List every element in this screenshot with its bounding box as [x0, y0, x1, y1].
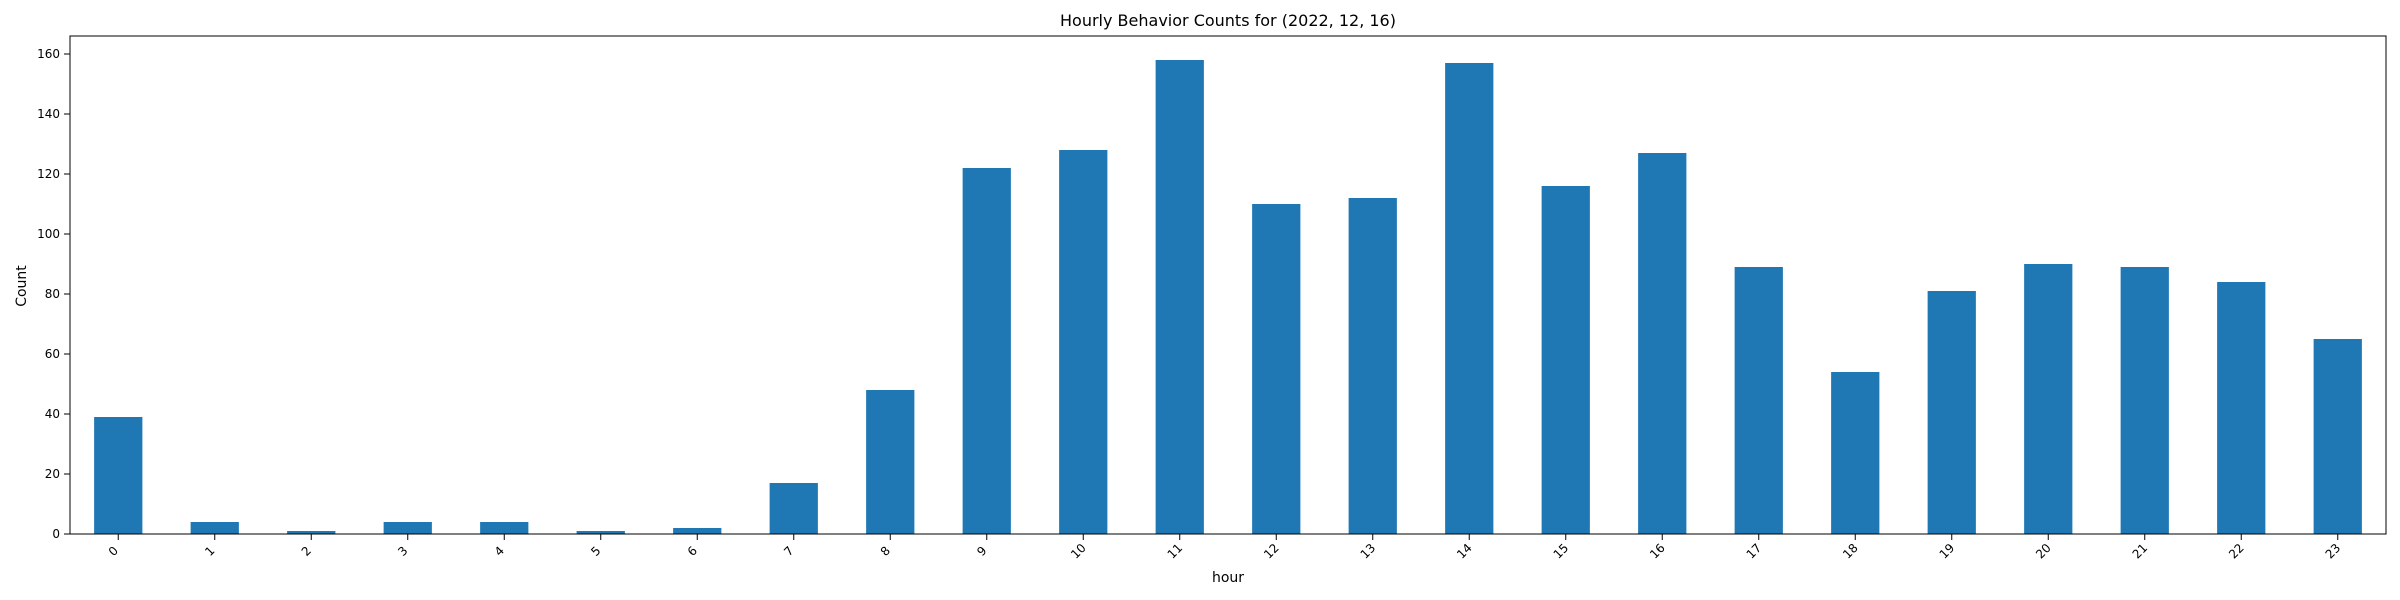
y-tick-label: 40: [45, 407, 60, 421]
x-tick-label: 12: [1261, 541, 1282, 562]
chart-title: Hourly Behavior Counts for (2022, 12, 16…: [1060, 11, 1396, 30]
bar-hour-3: [383, 522, 432, 534]
x-tick-label: 14: [1454, 541, 1475, 562]
y-tick-label: 80: [45, 287, 60, 301]
x-tick-label: 15: [1551, 541, 1572, 562]
x-tick-label: 8: [878, 544, 893, 559]
bar-hour-11: [1155, 60, 1204, 534]
x-tick-label: 13: [1358, 541, 1379, 562]
bar-hour-23: [2313, 339, 2362, 534]
bar-hour-7: [769, 483, 818, 534]
bar-hour-19: [1927, 291, 1976, 534]
x-tick-label: 7: [781, 544, 796, 559]
x-tick-label: 16: [1647, 541, 1668, 562]
x-tick-label: 0: [106, 544, 121, 559]
bar-hour-16: [1638, 153, 1687, 534]
x-tick-label: 22: [2226, 541, 2247, 562]
x-tick-label: 5: [588, 544, 603, 559]
x-tick-label: 9: [974, 544, 989, 559]
y-tick-label: 100: [37, 227, 60, 241]
x-tick-label: 17: [1744, 541, 1765, 562]
y-tick-label: 20: [45, 467, 60, 481]
bar-hour-0: [94, 417, 143, 534]
bar-hour-20: [2024, 264, 2073, 534]
bar-hour-17: [1734, 267, 1783, 534]
x-ticks-group: 0 1 2 3 4 5 6 7 8 9 10 11 12 13 14 15 16 17 18 19 20 21 22 23: [106, 534, 2344, 562]
x-tick-label: 11: [1165, 541, 1186, 562]
bars-group: [94, 60, 2362, 534]
x-tick-label: 20: [2033, 541, 2054, 562]
bar-hour-22: [2217, 282, 2266, 534]
x-tick-label: 18: [1840, 541, 1861, 562]
y-tick-label: 140: [37, 107, 60, 121]
bar-hour-18: [1831, 372, 1880, 534]
x-tick-label: 23: [2323, 541, 2344, 562]
bar-hour-10: [1059, 150, 1108, 534]
bar-hour-21: [2120, 267, 2169, 534]
bar-hour-6: [673, 528, 722, 534]
y-tick-label: 120: [37, 167, 60, 181]
bar-hour-13: [1348, 198, 1397, 534]
x-tick-label: 21: [2130, 541, 2151, 562]
bar-hour-9: [962, 168, 1011, 534]
bar-hour-1: [190, 522, 239, 534]
x-tick-label: 19: [1937, 541, 1958, 562]
x-tick-label: 10: [1068, 541, 1089, 562]
x-tick-label: 2: [299, 544, 314, 559]
y-ticks-group: 0 20 40 60 80 100 120 140 160: [37, 47, 70, 541]
bar-hour-2: [287, 531, 336, 534]
x-tick-label: 4: [492, 544, 507, 559]
y-axis-label: Count: [14, 265, 30, 307]
x-tick-label: 6: [685, 544, 700, 559]
bar-hour-5: [576, 531, 625, 534]
y-tick-label: 0: [52, 527, 60, 541]
x-tick-label: 3: [395, 544, 410, 559]
bar-hour-15: [1541, 186, 1590, 534]
bar-hour-4: [480, 522, 529, 534]
y-tick-label: 160: [37, 47, 60, 61]
plot-frame: [69, 35, 2387, 535]
bar-hour-12: [1252, 204, 1301, 534]
bar-hour-14: [1445, 63, 1494, 534]
y-tick-label: 60: [45, 347, 60, 361]
x-tick-label: 1: [202, 544, 217, 559]
x-axis-label: hour: [1212, 570, 1244, 586]
bar-hour-8: [866, 390, 915, 534]
